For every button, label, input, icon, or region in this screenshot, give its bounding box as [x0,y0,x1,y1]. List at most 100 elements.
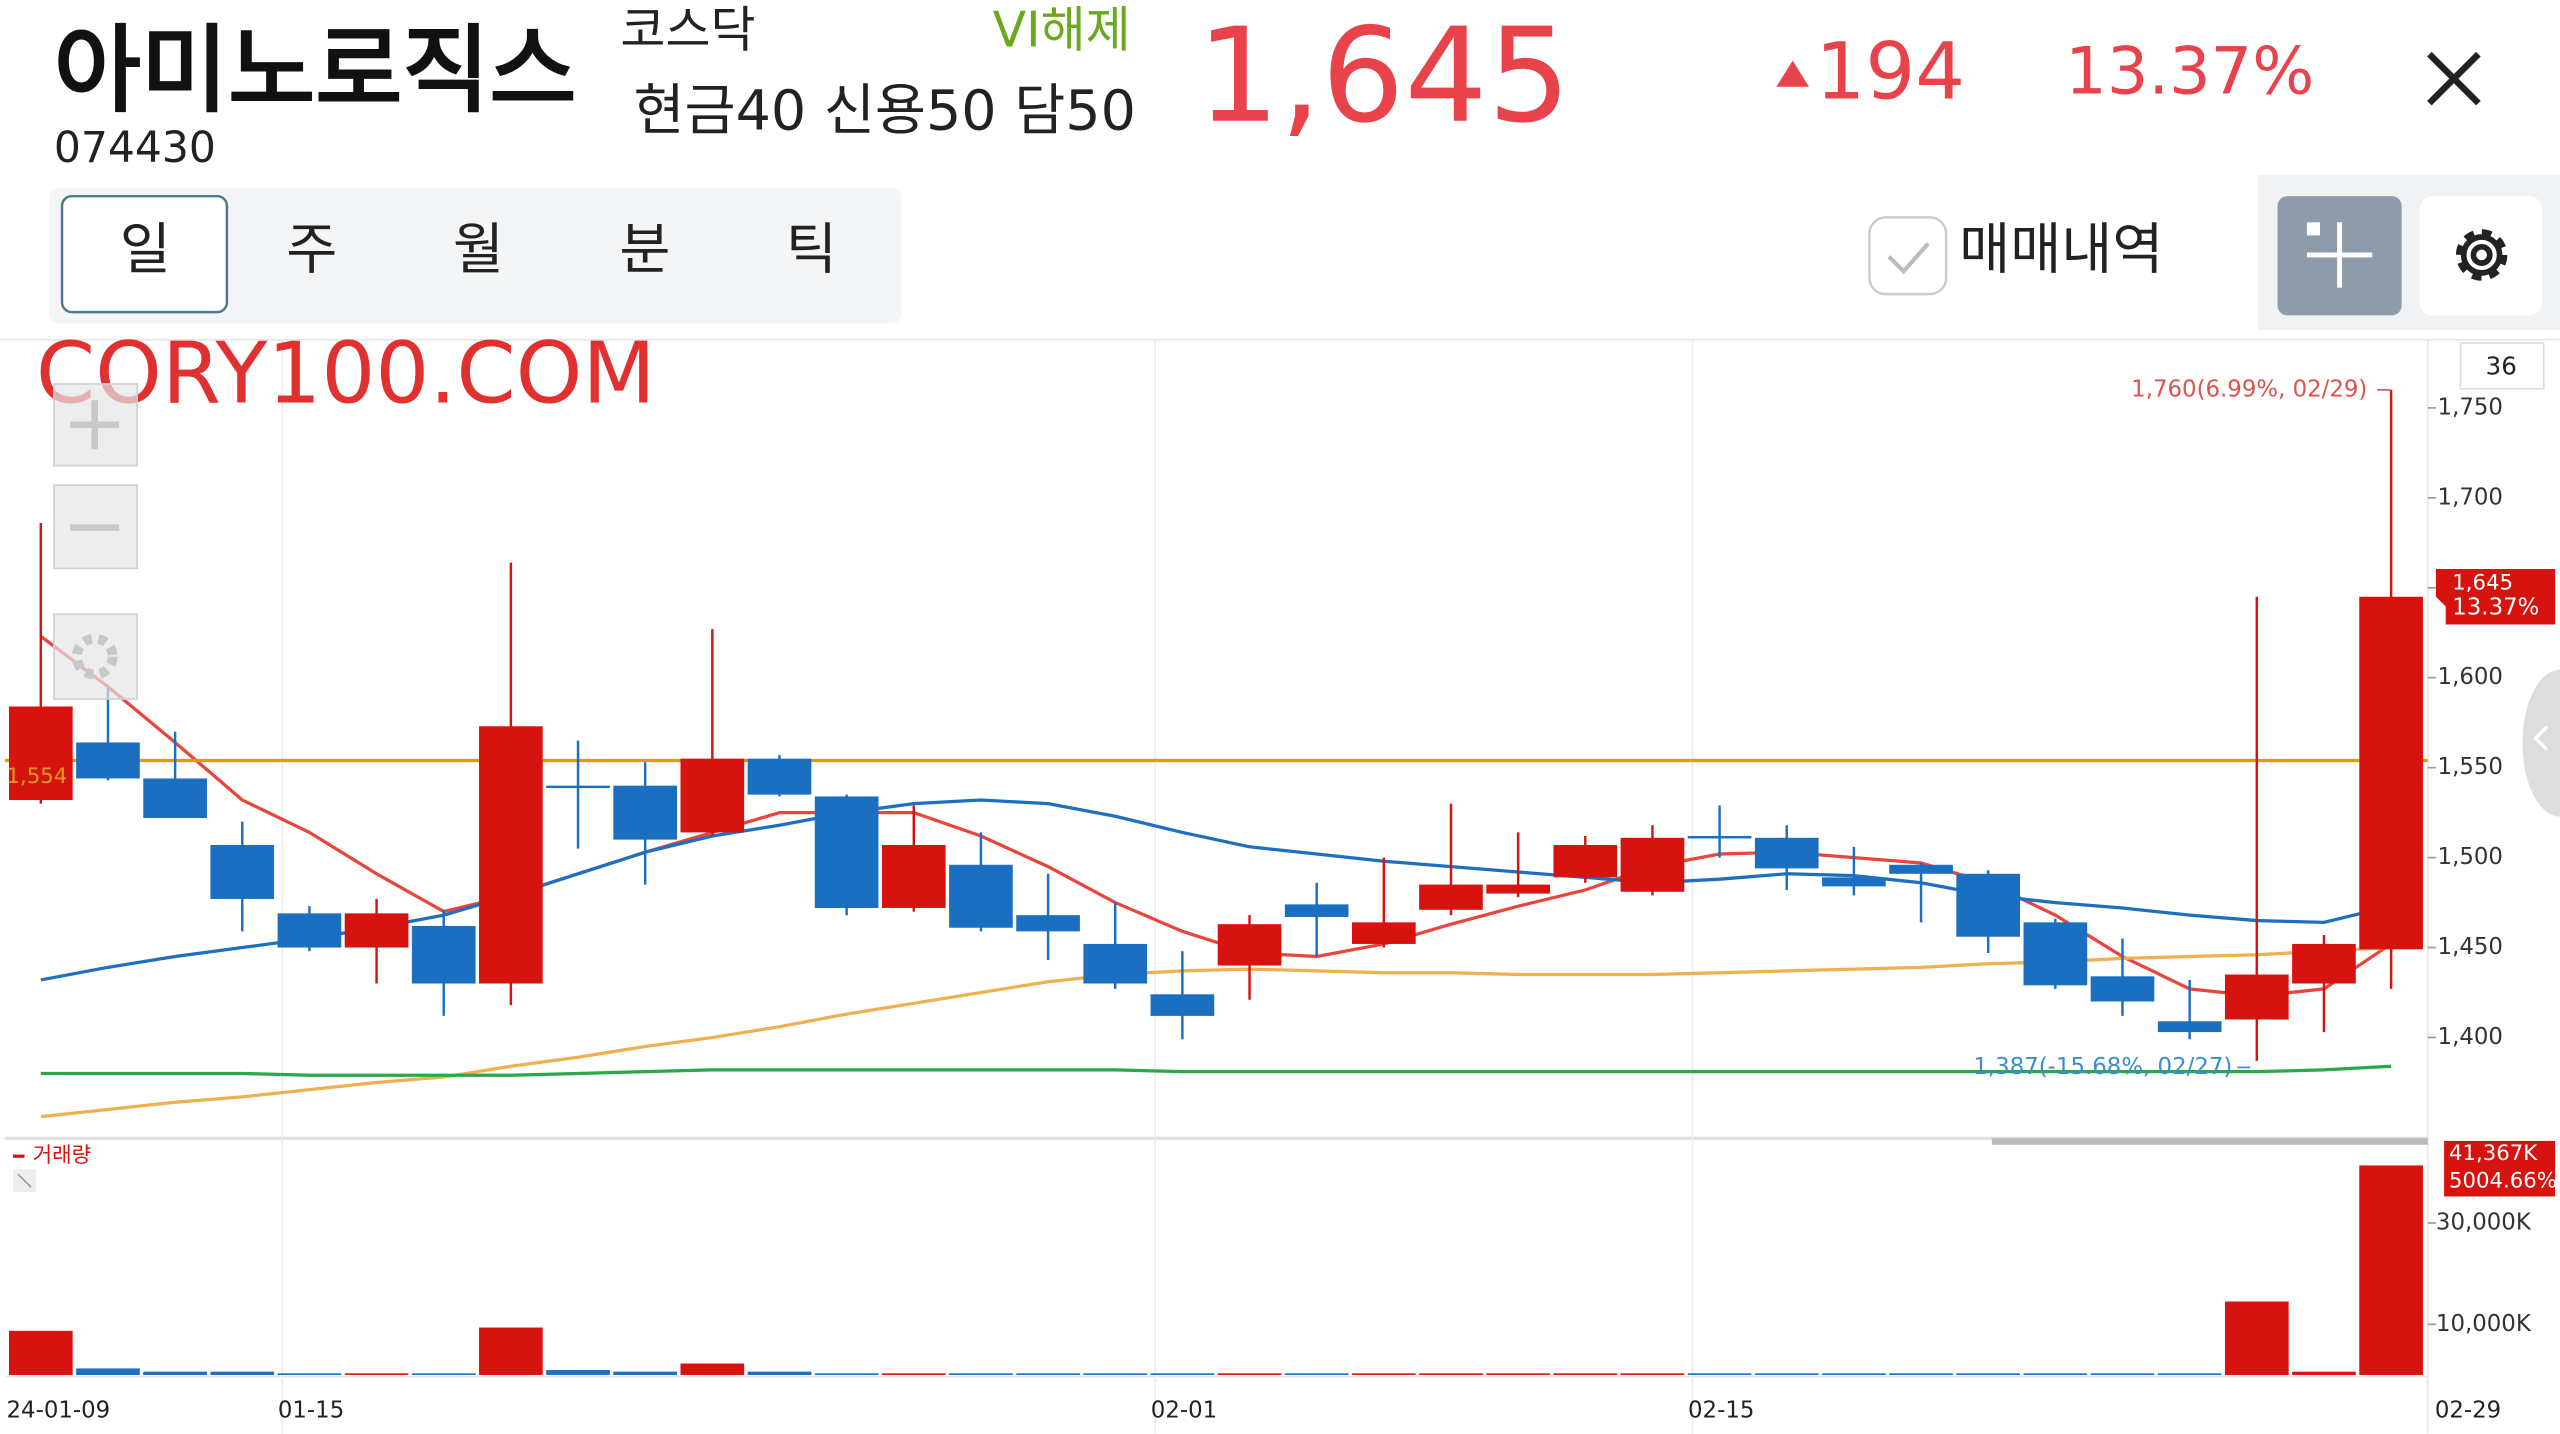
current-price-label: 1,645 [2452,571,2513,596]
volume-bar [1822,1373,1886,1375]
volume-label-box [2444,1140,2556,1197]
volume-label: 41,367K [2449,1141,2538,1166]
candle-body [1284,904,1349,917]
count-label: 36 [2486,352,2517,381]
current-rate-label: 13.37% [2452,595,2539,621]
volume-close-x [17,1173,32,1188]
zoom-in[interactable] [53,383,138,467]
chart-settings[interactable] [53,613,138,700]
volume-bar [546,1370,610,1375]
change-rate: 13.37% [2065,33,2314,109]
x-tick-label: 24-01-09 [7,1397,111,1423]
volume-bar [1754,1373,1819,1375]
volume-tick-label: 10,000K [2436,1311,2532,1337]
tab-label[interactable]: 월 [453,217,504,282]
count-box [2459,342,2545,390]
zoom-in-icon [70,400,120,450]
volume-bar [2292,1371,2356,1375]
volume-bar [613,1371,678,1375]
volume-bar [949,1373,1013,1375]
candle-body [1217,924,1282,966]
volume-bar [2023,1373,2088,1375]
tab-label[interactable]: 일 [120,217,171,282]
tab-label[interactable]: 분 [619,217,670,282]
candle-body [479,726,543,984]
market: 코스닥 [620,1,755,58]
check-mark [1887,242,1930,275]
vi-status: VI해제 [993,1,1131,58]
candle-body [1352,922,1416,944]
candle-body [76,742,140,779]
plus-dot [2306,222,2320,236]
candle-body [2359,596,2423,950]
volume-bar [1352,1373,1416,1375]
close-button[interactable] [2427,51,2481,106]
volume-bar [814,1373,879,1375]
volume-bar [2090,1373,2155,1375]
tab-selected[interactable] [60,194,229,314]
reference-label: 1,554 [7,764,68,789]
candle-body [680,758,745,833]
y-tick-label: 1,400 [2438,1024,2503,1050]
volume-bar [1687,1373,1752,1375]
candle-body [344,913,409,948]
candle-body [1822,877,1886,887]
candle-body [210,845,275,899]
candle-body [1620,837,1685,892]
volume-bar [479,1327,543,1375]
trade-history[interactable]: 매매내역 [1959,217,2163,282]
tab-label[interactable]: 틱 [786,217,837,282]
y-tick-label: 1,700 [2438,484,2503,510]
plus-icon [2306,222,2373,288]
volume-bar [1016,1373,1080,1375]
volume-bar [1889,1373,1953,1375]
candle-body [881,845,946,908]
candle-body [2224,974,2289,1020]
price: 1,645 [1197,0,1571,152]
stock-code: 074430 [54,124,216,173]
tab-label[interactable]: 주 [286,217,337,282]
margin-info: 현금40 신용50 담50 [633,79,1135,144]
volume-bar [1217,1373,1282,1375]
candle-body [143,778,207,819]
x-tick-label: 02-01 [1151,1397,1217,1423]
volume-bar [143,1371,207,1375]
watermark: CORY100.COM [36,324,656,423]
candle-body [1687,836,1752,839]
moving-average [40,945,2392,1119]
candle-body [8,706,73,801]
side-tab-arrow [2533,725,2549,751]
candle-body [2157,1021,2222,1033]
x-tick-label: 02-15 [1688,1397,1754,1423]
volume-bar [680,1363,745,1375]
volume-bar [1284,1373,1349,1375]
candle-body [546,785,610,789]
candle-body [747,758,812,795]
candle-body [1150,994,1215,1016]
chart-settings-icon [71,633,118,680]
candle-body [1956,873,2021,937]
volume-bar [76,1368,140,1375]
candle-body [949,864,1013,928]
candle-body [2023,922,2088,986]
candle-body [411,925,476,984]
volume-bar [2359,1165,2423,1375]
checkbox[interactable] [1868,216,1948,296]
high-annotation: 1,760(6.99%, 02/29) [2131,376,2367,402]
candle-body [1889,864,1953,874]
scrollbar[interactable] [1991,1138,2428,1145]
volume-bar [277,1373,342,1375]
y-tick-label: 1,450 [2438,934,2503,960]
up-arrow [1776,60,1809,87]
candle-body [2292,943,2356,984]
volume-bar [210,1371,275,1375]
volume-bar [344,1373,409,1375]
gear-icon [2455,229,2508,281]
candle-body [613,785,678,840]
volume-bar [1083,1373,1148,1375]
settings-button[interactable] [2419,196,2543,316]
tab-bar [48,188,902,324]
volume-bar [1486,1373,1550,1375]
volume-bar [747,1371,812,1375]
volume-bar [1620,1373,1685,1375]
